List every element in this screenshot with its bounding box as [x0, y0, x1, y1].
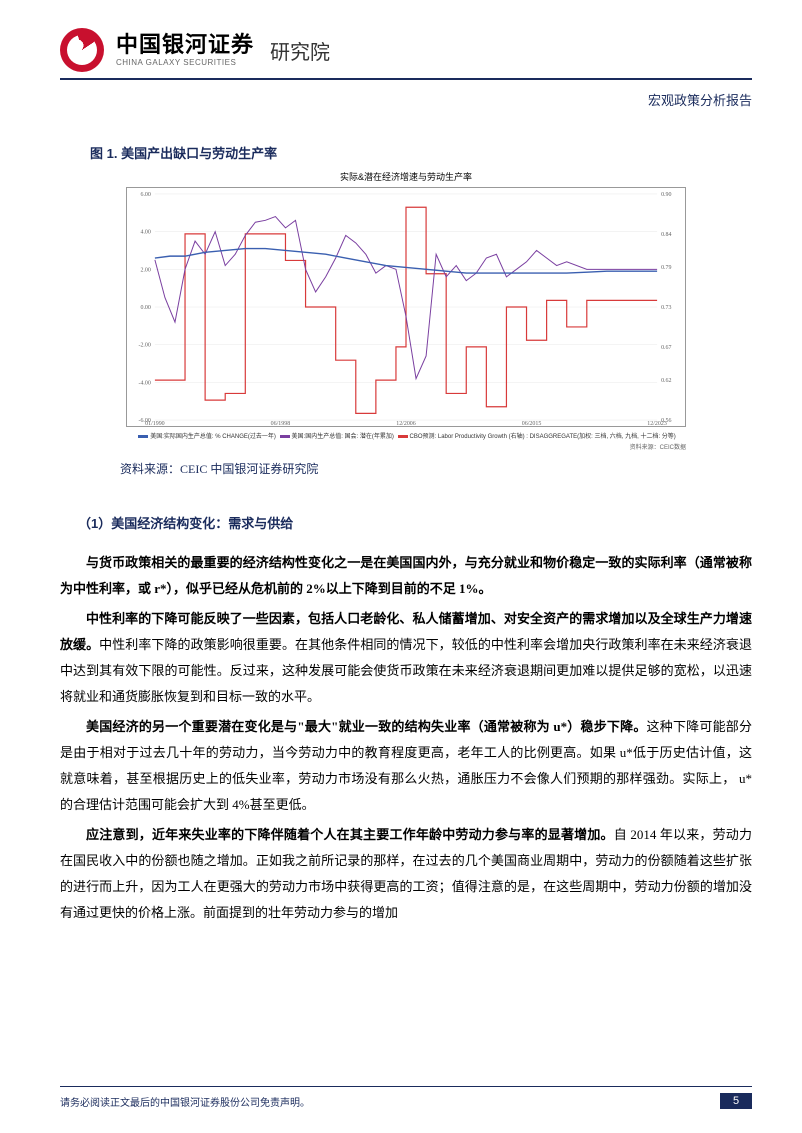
figure-caption: 图 1. 美国产出缺口与劳动生产率 [90, 143, 752, 162]
chart-title: 实际&潜在经济增速与劳动生产率 [126, 170, 686, 183]
section-heading: （1）美国经济结构变化：需求与供给 [78, 513, 752, 532]
body-text: 与货币政策相关的最重要的经济结构性变化之一是在美国国内外，与充分就业和物价稳定一… [60, 550, 752, 926]
company-name-en: CHINA GALAXY SECURITIES [116, 58, 254, 67]
svg-text:0.84: 0.84 [661, 232, 671, 238]
chart-container: 实际&潜在经济增速与劳动生产率 -6.00-4.00-2.000.002.004… [126, 170, 686, 450]
report-type-label: 宏观政策分析报告 [60, 90, 752, 109]
footer-divider [60, 1086, 752, 1087]
svg-text:06/2015: 06/2015 [522, 421, 542, 426]
svg-text:01/1990: 01/1990 [145, 421, 165, 426]
page-footer: 请务必阅读正文最后的中国银河证券股份公司免责声明。 5 [60, 1086, 752, 1109]
svg-text:06/1998: 06/1998 [271, 421, 291, 426]
figure-source: 资料来源：CEIC 中国银河证券研究院 [120, 460, 752, 477]
svg-text:12/2006: 12/2006 [396, 421, 416, 426]
paragraph-plain: 中性利率下降的政策影响很重要。在其他条件相同的情况下，较低的中性利率会增加央行政… [60, 637, 752, 704]
company-logo-icon [60, 28, 104, 72]
svg-text:0.62: 0.62 [661, 378, 671, 384]
company-name-block: 中国银河证券 CHINA GALAXY SECURITIES [116, 33, 254, 66]
institute-label: 研究院 [270, 36, 330, 65]
paragraph: 中性利率的下降可能反映了一些因素，包括人口老龄化、私人储蓄增加、对安全资产的需求… [60, 606, 752, 710]
page-header: 中国银河证券 CHINA GALAXY SECURITIES 研究院 [60, 28, 752, 72]
svg-text:0.79: 0.79 [661, 265, 671, 271]
svg-text:12/2023: 12/2023 [647, 421, 667, 426]
svg-text:6.00: 6.00 [140, 192, 150, 198]
paragraph-bold: 美国经济的另一个重要潜在变化是与"最大"就业一致的结构失业率（通常被称为 u*）… [86, 719, 647, 734]
legend-item-1: 美国:国内生产总值: 国会: 潜在(年累加) [292, 434, 394, 440]
paragraph-bold: 与货币政策相关的最重要的经济结构性变化之一是在美国国内外，与充分就业和物价稳定一… [60, 555, 752, 596]
legend-item-2: CBO预测: Labor Productivity Growth (右轴) : … [410, 434, 676, 440]
line-chart: -6.00-4.00-2.000.002.004.006.000.560.620… [126, 187, 686, 427]
svg-text:-2.00: -2.00 [138, 343, 150, 349]
paragraph: 美国经济的另一个重要潜在变化是与"最大"就业一致的结构失业率（通常被称为 u*）… [60, 714, 752, 818]
figure-1: 图 1. 美国产出缺口与劳动生产率 实际&潜在经济增速与劳动生产率 -6.00-… [60, 143, 752, 477]
chart-data-source: 资料来源：CEIC数据 [126, 442, 686, 451]
svg-text:0.00: 0.00 [140, 305, 150, 311]
company-name-cn: 中国银河证券 [116, 33, 254, 57]
chart-legend: 美国:实际国内生产总值: % CHANGE(过去一年) 美国:国内生产总值: 国… [126, 431, 686, 440]
paragraph: 应注意到，近年来失业率的下降伴随着个人在其主要工作年龄中劳动力参与率的显著增加。… [60, 822, 752, 926]
svg-text:2.00: 2.00 [140, 267, 150, 273]
legend-item-0: 美国:实际国内生产总值: % CHANGE(过去一年) [150, 434, 276, 440]
svg-text:0.90: 0.90 [661, 192, 671, 198]
svg-text:0.67: 0.67 [661, 345, 671, 351]
paragraph-bold: 应注意到，近年来失业率的下降伴随着个人在其主要工作年龄中劳动力参与率的显著增加。 [86, 827, 614, 842]
svg-text:4.00: 4.00 [140, 230, 150, 236]
page-number: 5 [720, 1093, 752, 1109]
disclaimer-text: 请务必阅读正文最后的中国银河证券股份公司免责声明。 [60, 1094, 310, 1109]
paragraph: 与货币政策相关的最重要的经济结构性变化之一是在美国国内外，与充分就业和物价稳定一… [60, 550, 752, 602]
header-divider [60, 78, 752, 80]
svg-text:-4.00: -4.00 [138, 380, 150, 386]
svg-text:0.73: 0.73 [661, 305, 671, 311]
